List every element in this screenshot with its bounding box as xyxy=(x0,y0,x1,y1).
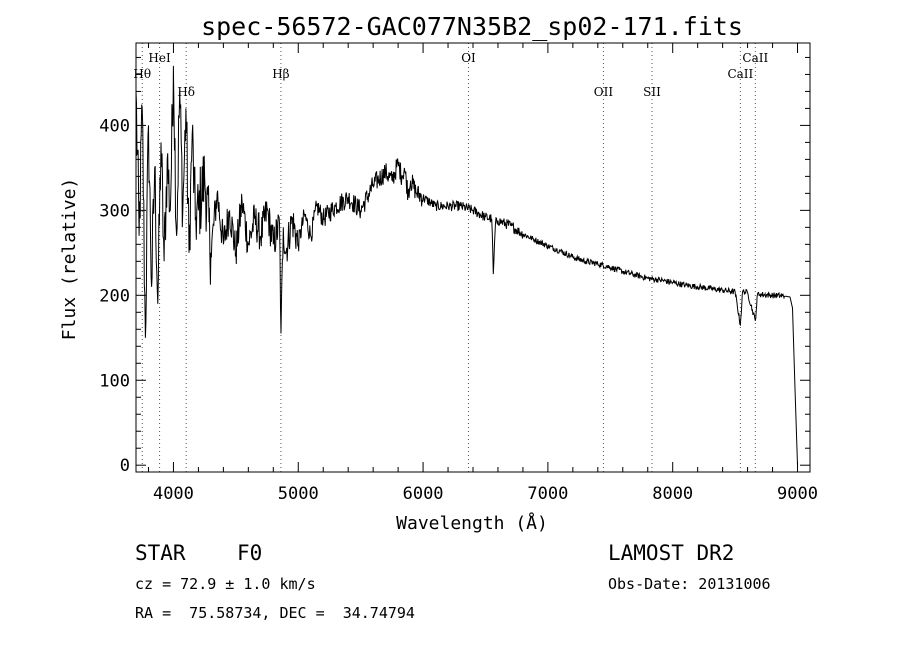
y-tick-label: 0 xyxy=(120,456,130,476)
marker-label: CaII xyxy=(742,51,768,65)
marker-label: SII xyxy=(643,85,661,99)
axis-ticks xyxy=(136,43,810,472)
marker-label: OII xyxy=(594,85,614,99)
marker-label: Hδ xyxy=(177,85,195,99)
y-tick-label: 100 xyxy=(99,371,130,391)
x-tick-label: 7000 xyxy=(527,484,568,504)
marker-label: Hθ xyxy=(133,67,151,81)
y-tick-labels: 0 100 200 300 400 xyxy=(99,116,130,476)
survey-name: LAMOST DR2 xyxy=(608,541,735,565)
y-axis-label: Flux (relative) xyxy=(59,178,80,341)
marker-label: OI xyxy=(461,51,476,65)
x-tick-label: 9000 xyxy=(777,484,818,504)
spectrum-series xyxy=(135,65,798,466)
marker-label: CaII xyxy=(727,67,753,81)
observation-date: Obs-Date: 20131006 xyxy=(608,575,771,593)
x-tick-label: 6000 xyxy=(403,484,444,504)
spectral-line-markers: Hθ HeI Hδ Hβ OI OII SII CaII CaII xyxy=(133,43,768,472)
x-tick-label: 5000 xyxy=(278,484,319,504)
marker-label: HeI xyxy=(148,51,171,65)
y-tick-label: 300 xyxy=(99,201,130,221)
y-tick-label: 200 xyxy=(99,286,130,306)
spectrum-line xyxy=(135,65,798,466)
x-tick-label: 4000 xyxy=(153,484,194,504)
x-tick-labels: 4000 5000 6000 7000 8000 9000 xyxy=(153,484,818,504)
plot-frame xyxy=(135,42,811,473)
x-tick-label: 8000 xyxy=(652,484,693,504)
x-axis-label: Wavelength (Å) xyxy=(396,512,548,534)
coordinates-readout: RA = 75.58734, DEC = 34.74794 xyxy=(135,604,415,622)
object-class: STAR xyxy=(135,541,186,565)
object-subclass: F0 xyxy=(237,541,263,565)
y-tick-label: 400 xyxy=(99,116,130,136)
chart-title: spec-56572-GAC077N35B2_sp02-171.fits xyxy=(201,12,743,41)
marker-label: Hβ xyxy=(272,67,289,81)
redshift-readout: cz = 72.9 ± 1.0 km/s xyxy=(135,575,316,593)
